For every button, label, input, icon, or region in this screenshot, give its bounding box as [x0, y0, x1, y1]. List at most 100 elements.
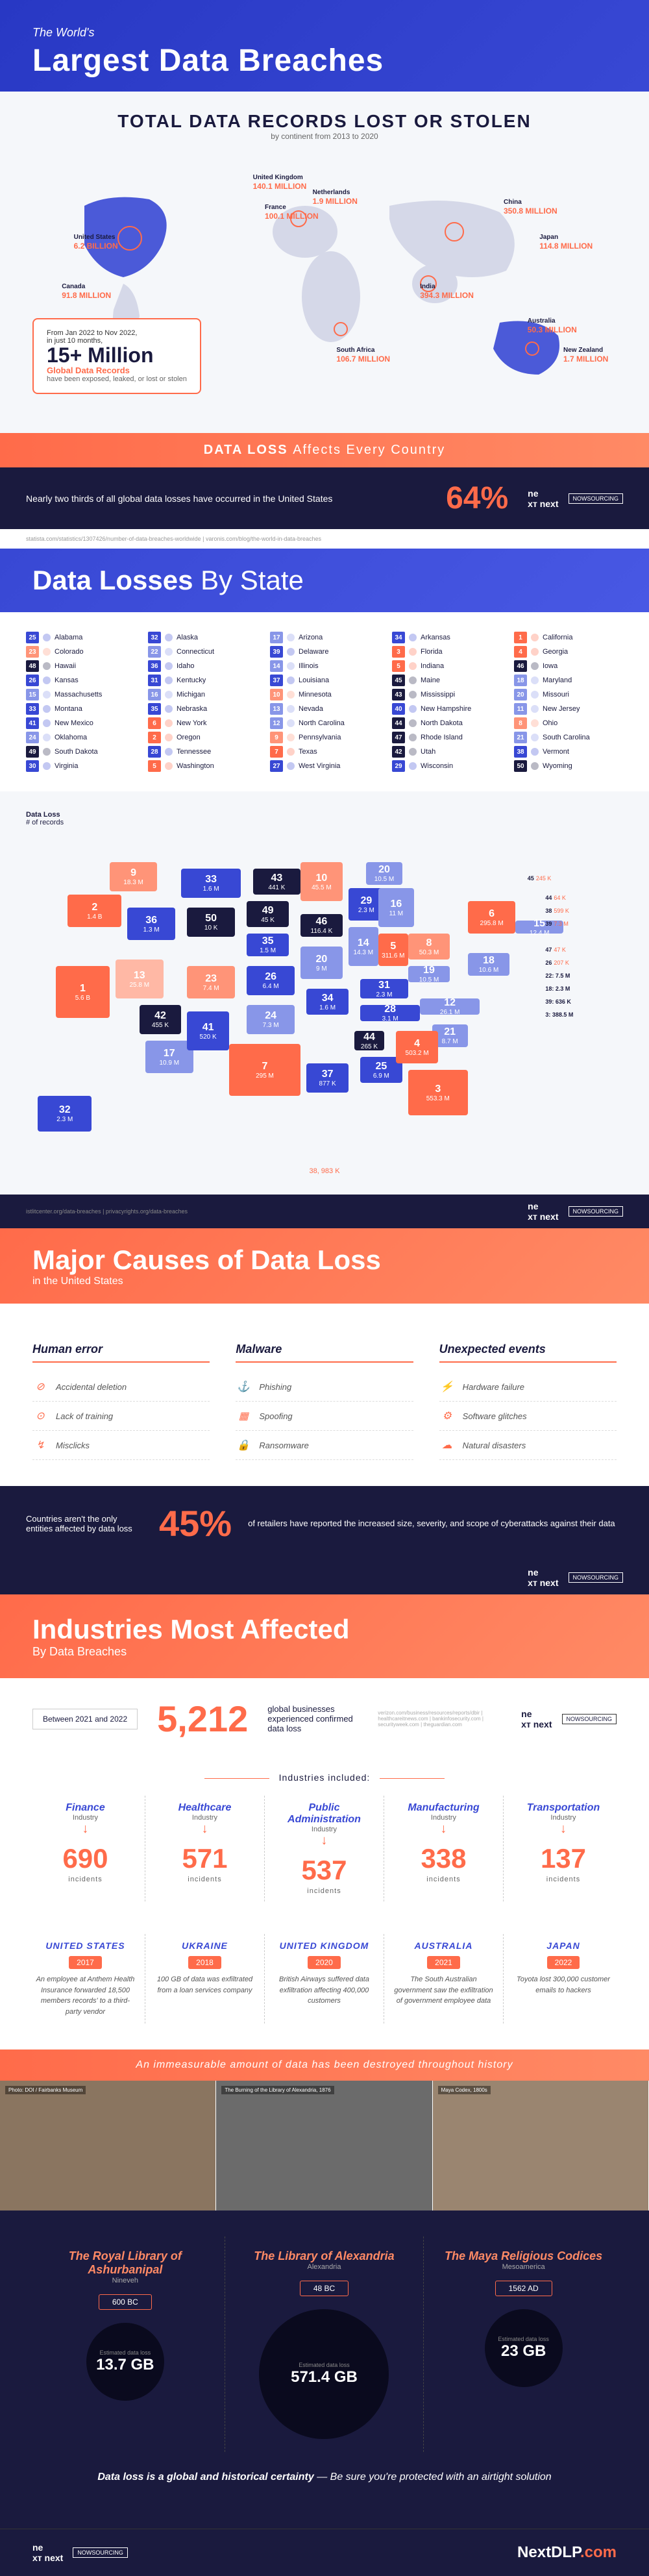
map-label: United Kingdom140.1 MILLION	[253, 173, 307, 192]
biz-stat: Between 2021 and 2022 5,212 global busin…	[0, 1678, 649, 1759]
case-column: UNITED STATES2017An employee at Anthem H…	[26, 1934, 145, 2024]
states-grid: 25Alabama32Alaska17Arizona34Arkansas1Cal…	[0, 612, 649, 791]
cause-icon: ↯	[32, 1437, 48, 1453]
cause-item: ▦Spoofing	[236, 1402, 413, 1431]
case-column: UKRAINE2018100 GB of data was exfiltrate…	[145, 1934, 265, 2024]
state-row: 45Maine	[392, 675, 501, 686]
state-row: 31Kentucky	[148, 675, 257, 686]
library-column: The Royal Library of AshurbanipalNineveh…	[26, 2236, 225, 2452]
state-block: 15.6 B	[56, 966, 110, 1018]
small-state-label: 38 599 K	[545, 908, 569, 914]
industry-column: FinanceIndustry↓690incidents	[26, 1796, 145, 1901]
state-row: 32Alaska	[148, 632, 257, 643]
state-row: 18Maryland	[514, 675, 623, 686]
state-row: 4Georgia	[514, 646, 623, 658]
cause-column: Human error⊘Accidental deletion⊙Lack of …	[32, 1343, 210, 1460]
map-label: Netherlands1.9 MILLION	[313, 188, 358, 207]
state-block: 237.4 M	[187, 966, 235, 998]
state-block: 283.1 M	[360, 1005, 420, 1021]
logo-next: nexт next	[32, 2542, 63, 2563]
callout-big: 15+ Million	[47, 345, 187, 365]
state-block: 5311.6 M	[378, 934, 408, 966]
library-column: The Library of AlexandriaAlexandria48 BC…	[225, 2236, 424, 2452]
states-header-strong: Data Losses	[32, 565, 193, 595]
banner-data-loss: DATA LOSS Affects Every Country	[0, 433, 649, 467]
state-row: 3Florida	[392, 646, 501, 658]
state-row: 29Wisconsin	[392, 760, 501, 772]
state-row: 10Minnesota	[270, 689, 379, 700]
state-row: 8Ohio	[514, 717, 623, 729]
cause-icon: ⊘	[32, 1379, 48, 1394]
state-block: 361.3 M	[127, 908, 175, 940]
us-map: 322.3 M15.6 B21.4 B918.3 M361.3 M1325.8 …	[26, 836, 623, 1161]
callout-small: have been exposed, leaked, or lost or st…	[47, 375, 187, 383]
cause-icon: ⚙	[439, 1408, 455, 1424]
case-column: UNITED KINGDOM2020British Airways suffer…	[265, 1934, 384, 2024]
map-label: New Zealand1.7 MILLION	[563, 346, 608, 365]
state-row: 17Arizona	[270, 632, 379, 643]
state-row: 13Nevada	[270, 703, 379, 715]
hero-section: The World's Largest Data Breaches	[0, 0, 649, 92]
state-block: 1414.3 M	[349, 927, 378, 966]
history-banner: An immeasurable amount of data has been …	[0, 2050, 649, 2081]
state-block: 1910.5 M	[408, 966, 450, 982]
state-row: 25Alabama	[26, 632, 135, 643]
state-row: 40New Hampshire	[392, 703, 501, 715]
us-map-bottom: 38, 983 K	[26, 1167, 623, 1175]
url-main: NextDLP	[517, 2544, 580, 2561]
callout-date: From Jan 2022 to Nov 2022,	[47, 329, 187, 337]
state-row: 27West Virginia	[270, 760, 379, 772]
callout-box: From Jan 2022 to Nov 2022, in just 10 mo…	[32, 318, 201, 394]
small-state-label: 47 47 K	[545, 947, 566, 953]
state-row: 42Utah	[392, 746, 501, 758]
state-row: 38Vermont	[514, 746, 623, 758]
state-row: 50Wyoming	[514, 760, 623, 772]
state-row: 30Virginia	[26, 760, 135, 772]
causes-title: Major Causes of Data Loss	[32, 1245, 617, 1276]
biz-box: Between 2021 and 2022	[32, 1709, 138, 1729]
state-row: 12North Carolina	[270, 717, 379, 729]
state-block: 4503.2 M	[396, 1031, 437, 1063]
small-state-label: 18: 2.3 M	[545, 985, 572, 992]
state-row: 15Massachusetts	[26, 689, 135, 700]
state-block: 1045.5 M	[300, 862, 342, 901]
small-state-label: 39 7.3 M	[545, 921, 569, 927]
state-row: 21South Carolina	[514, 732, 623, 743]
final-footer: nexт next NOWSOURCING NextDLP.com	[0, 2529, 649, 2576]
retail-credits: nexт next NOWSOURCING	[0, 1561, 649, 1594]
state-block: 43441 K	[253, 869, 301, 895]
legend-sub: # of records	[26, 819, 64, 826]
map-label: China350.8 MILLION	[504, 198, 557, 217]
map-subtitle: by continent from 2013 to 2020	[26, 132, 623, 141]
logo-nowsourcing: NOWSOURCING	[569, 1206, 624, 1217]
state-row: 41New Mexico	[26, 717, 135, 729]
us-map-legend: Data Loss # of records	[26, 811, 623, 826]
state-block: 4945 K	[247, 901, 288, 927]
stat-pct: 64%	[446, 480, 508, 516]
logo-nowsourcing: NOWSOURCING	[562, 1714, 617, 1724]
state-block: 1710.9 M	[145, 1041, 193, 1073]
logo-nowsourcing: NOWSOURCING	[569, 493, 624, 504]
state-row: 16Michigan	[148, 689, 257, 700]
state-row: 33Montana	[26, 703, 135, 715]
map-label: Australia50.3 MILLION	[528, 317, 577, 336]
banner-strong: DATA LOSS	[204, 443, 288, 457]
state-block: 351.5 M	[247, 934, 288, 956]
industries-label: Industries included:	[0, 1759, 649, 1796]
url-com: .com	[580, 2544, 617, 2561]
cause-icon: ▦	[236, 1408, 251, 1424]
state-row: 47Rhode Island	[392, 732, 501, 743]
industries-header: Industries Most Affected By Data Breache…	[0, 1594, 649, 1678]
cause-item: ⊘Accidental deletion	[32, 1372, 210, 1402]
cause-item: ⚡Hardware failure	[439, 1372, 617, 1402]
industry-column: HealthcareIndustry↓571incidents	[145, 1796, 265, 1901]
state-row: 37Louisiana	[270, 675, 379, 686]
small-state-label: 22: 7.5 M	[545, 972, 572, 979]
map-label: France100.1 MILLION	[265, 203, 319, 222]
state-row: 14Illinois	[270, 660, 379, 672]
map-label: India394.3 MILLION	[420, 282, 474, 301]
cause-icon: ⊙	[32, 1408, 48, 1424]
history-photos: Photo: DOI / Fairbanks MuseumThe Burning…	[0, 2081, 649, 2211]
ind-sub: By Data Breaches	[32, 1645, 617, 1659]
history-quote: Data loss is a global and historical cer…	[26, 2452, 623, 2503]
